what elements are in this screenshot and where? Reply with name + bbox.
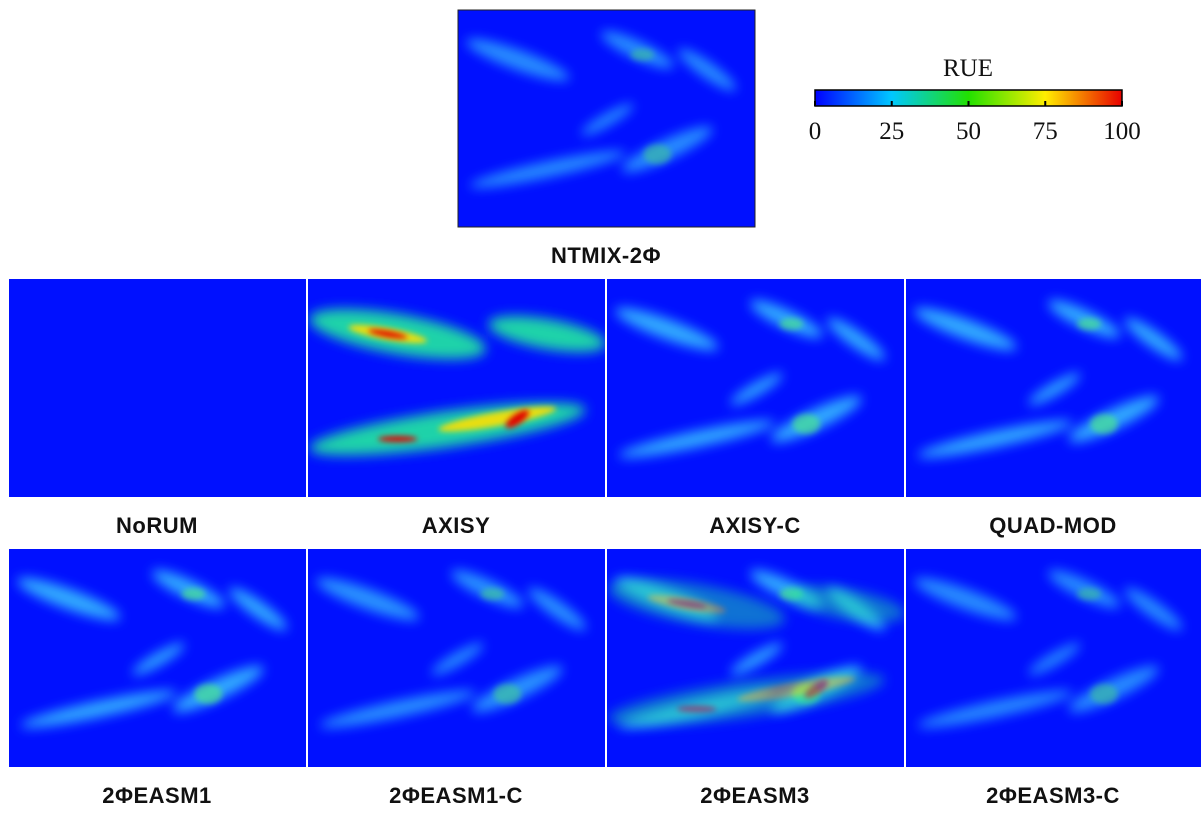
contour-panel <box>607 549 904 767</box>
contour-panel <box>906 549 1201 767</box>
contour-panel <box>457 9 756 228</box>
panel-label: 2ΦEASM3 <box>700 783 810 808</box>
contour-panel <box>9 549 306 767</box>
panel-label: AXISY <box>422 513 491 538</box>
contour-panel <box>607 279 904 497</box>
panel-label: AXISY-C <box>709 513 801 538</box>
colorbar-title: RUE <box>943 55 993 82</box>
colorbar-ticks: 0 25 50 75 100 <box>809 101 1141 145</box>
panel-label: 2ΦEASM1 <box>102 783 212 808</box>
contour-panel <box>308 549 605 767</box>
colorbar-tick-label: 75 <box>1033 118 1058 145</box>
colorbar-tick-label: 100 <box>1103 118 1141 145</box>
panel-label: QUAD-MOD <box>989 513 1116 538</box>
colorbar-tick-label: 50 <box>956 118 981 145</box>
panel-label: NTMIX-2Φ <box>551 243 661 268</box>
panel-label: NoRUM <box>116 513 198 538</box>
colorbar-tick-label: 25 <box>879 118 904 145</box>
panel-label: 2ΦEASM1-C <box>389 783 523 808</box>
contour-panel <box>308 279 605 497</box>
colorbar-tick-label: 0 <box>809 118 822 145</box>
panel-label: 2ΦEASM3-C <box>986 783 1120 808</box>
contour-panel <box>906 279 1201 497</box>
contour-panel <box>9 279 306 497</box>
